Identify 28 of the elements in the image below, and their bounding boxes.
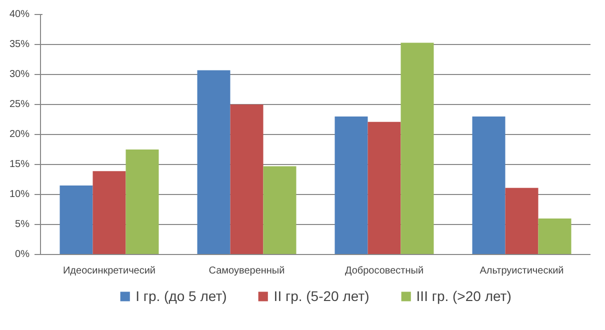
bar	[230, 104, 264, 254]
legend-label: I гр. (до 5 лет)	[136, 288, 227, 304]
x-tick-label: Альтруистический	[480, 266, 564, 276]
bar	[505, 188, 538, 254]
bar	[538, 218, 572, 254]
y-tick-label: 40%	[9, 9, 30, 20]
x-tick-label: Идеосинкретичесий	[62, 266, 156, 276]
bar	[472, 116, 506, 254]
legend-label: III гр. (>20 лет)	[416, 288, 512, 304]
y-tick-label: 10%	[9, 189, 30, 200]
y-tick-label: 15%	[9, 159, 30, 170]
y-tick-label: 0%	[15, 249, 30, 260]
x-tick-label: Самоуверенный	[208, 266, 285, 276]
x-tick-label: Добросовестный	[344, 266, 424, 276]
bar	[400, 42, 434, 254]
y-tick-label: 30%	[9, 69, 30, 80]
y-tick-label: 25%	[9, 99, 30, 110]
bar	[126, 150, 159, 254]
bar	[368, 122, 401, 254]
y-tick-label: 20%	[9, 129, 30, 140]
bar	[92, 171, 126, 254]
y-tick-label: 35%	[9, 39, 30, 50]
y-tick-label: 5%	[15, 219, 30, 230]
bar	[334, 116, 368, 254]
bar	[263, 166, 296, 254]
legend-label: II гр. (5-20 лет)	[274, 288, 370, 304]
bar	[197, 70, 230, 254]
bar	[60, 186, 93, 254]
